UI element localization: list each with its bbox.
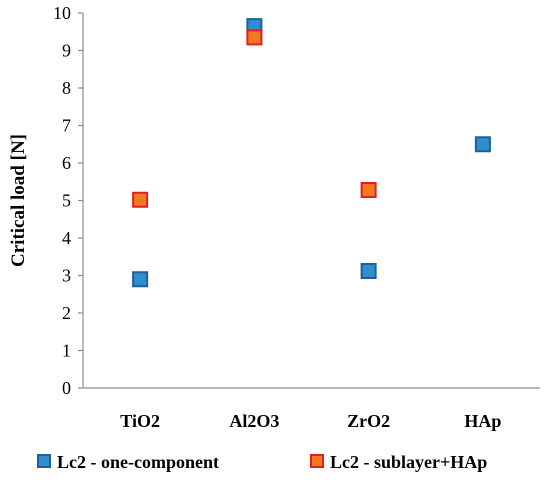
y-tick-label: 8 <box>62 78 71 98</box>
y-tick-label: 1 <box>62 341 71 361</box>
x-category-labels: TiO2 Al2O3 ZrO2 HAp <box>120 411 501 431</box>
legend: Lc2 - one-component Lc2 - sublayer+HAp <box>37 452 487 472</box>
data-point-sublayer-hap <box>360 182 377 198</box>
y-tick-label: 7 <box>62 116 71 136</box>
y-tick-label: 2 <box>62 303 71 323</box>
data-point-sublayer-hap <box>132 191 149 208</box>
x-category-label: ZrO2 <box>347 411 390 431</box>
y-tick-labels: 0 1 2 3 4 5 6 7 8 9 10 <box>53 3 71 398</box>
x-category-label: Al2O3 <box>229 411 279 431</box>
legend-label: Lc2 - sublayer+HAp <box>330 452 487 472</box>
x-category-label: HAp <box>464 411 501 431</box>
y-tick-label: 9 <box>62 41 71 61</box>
data-point-one-component <box>360 263 377 279</box>
x-category-label: TiO2 <box>120 411 160 431</box>
data-points <box>132 18 491 288</box>
y-axis-label: Critical load [N] <box>8 134 29 267</box>
y-tick-label: 6 <box>62 153 71 173</box>
data-point-one-component <box>132 271 149 288</box>
data-point-one-component <box>474 136 491 153</box>
legend-label: Lc2 - one-component <box>57 452 219 472</box>
y-tick-label: 0 <box>62 378 71 398</box>
y-tick-label: 3 <box>62 266 71 286</box>
y-tick-label: 4 <box>62 228 71 248</box>
y-tick-label: 5 <box>62 191 71 211</box>
legend-swatch <box>310 454 324 468</box>
data-point-sublayer-hap <box>246 29 263 46</box>
axes <box>78 12 540 389</box>
legend-swatch <box>37 454 51 468</box>
y-tick-label: 10 <box>53 3 71 23</box>
